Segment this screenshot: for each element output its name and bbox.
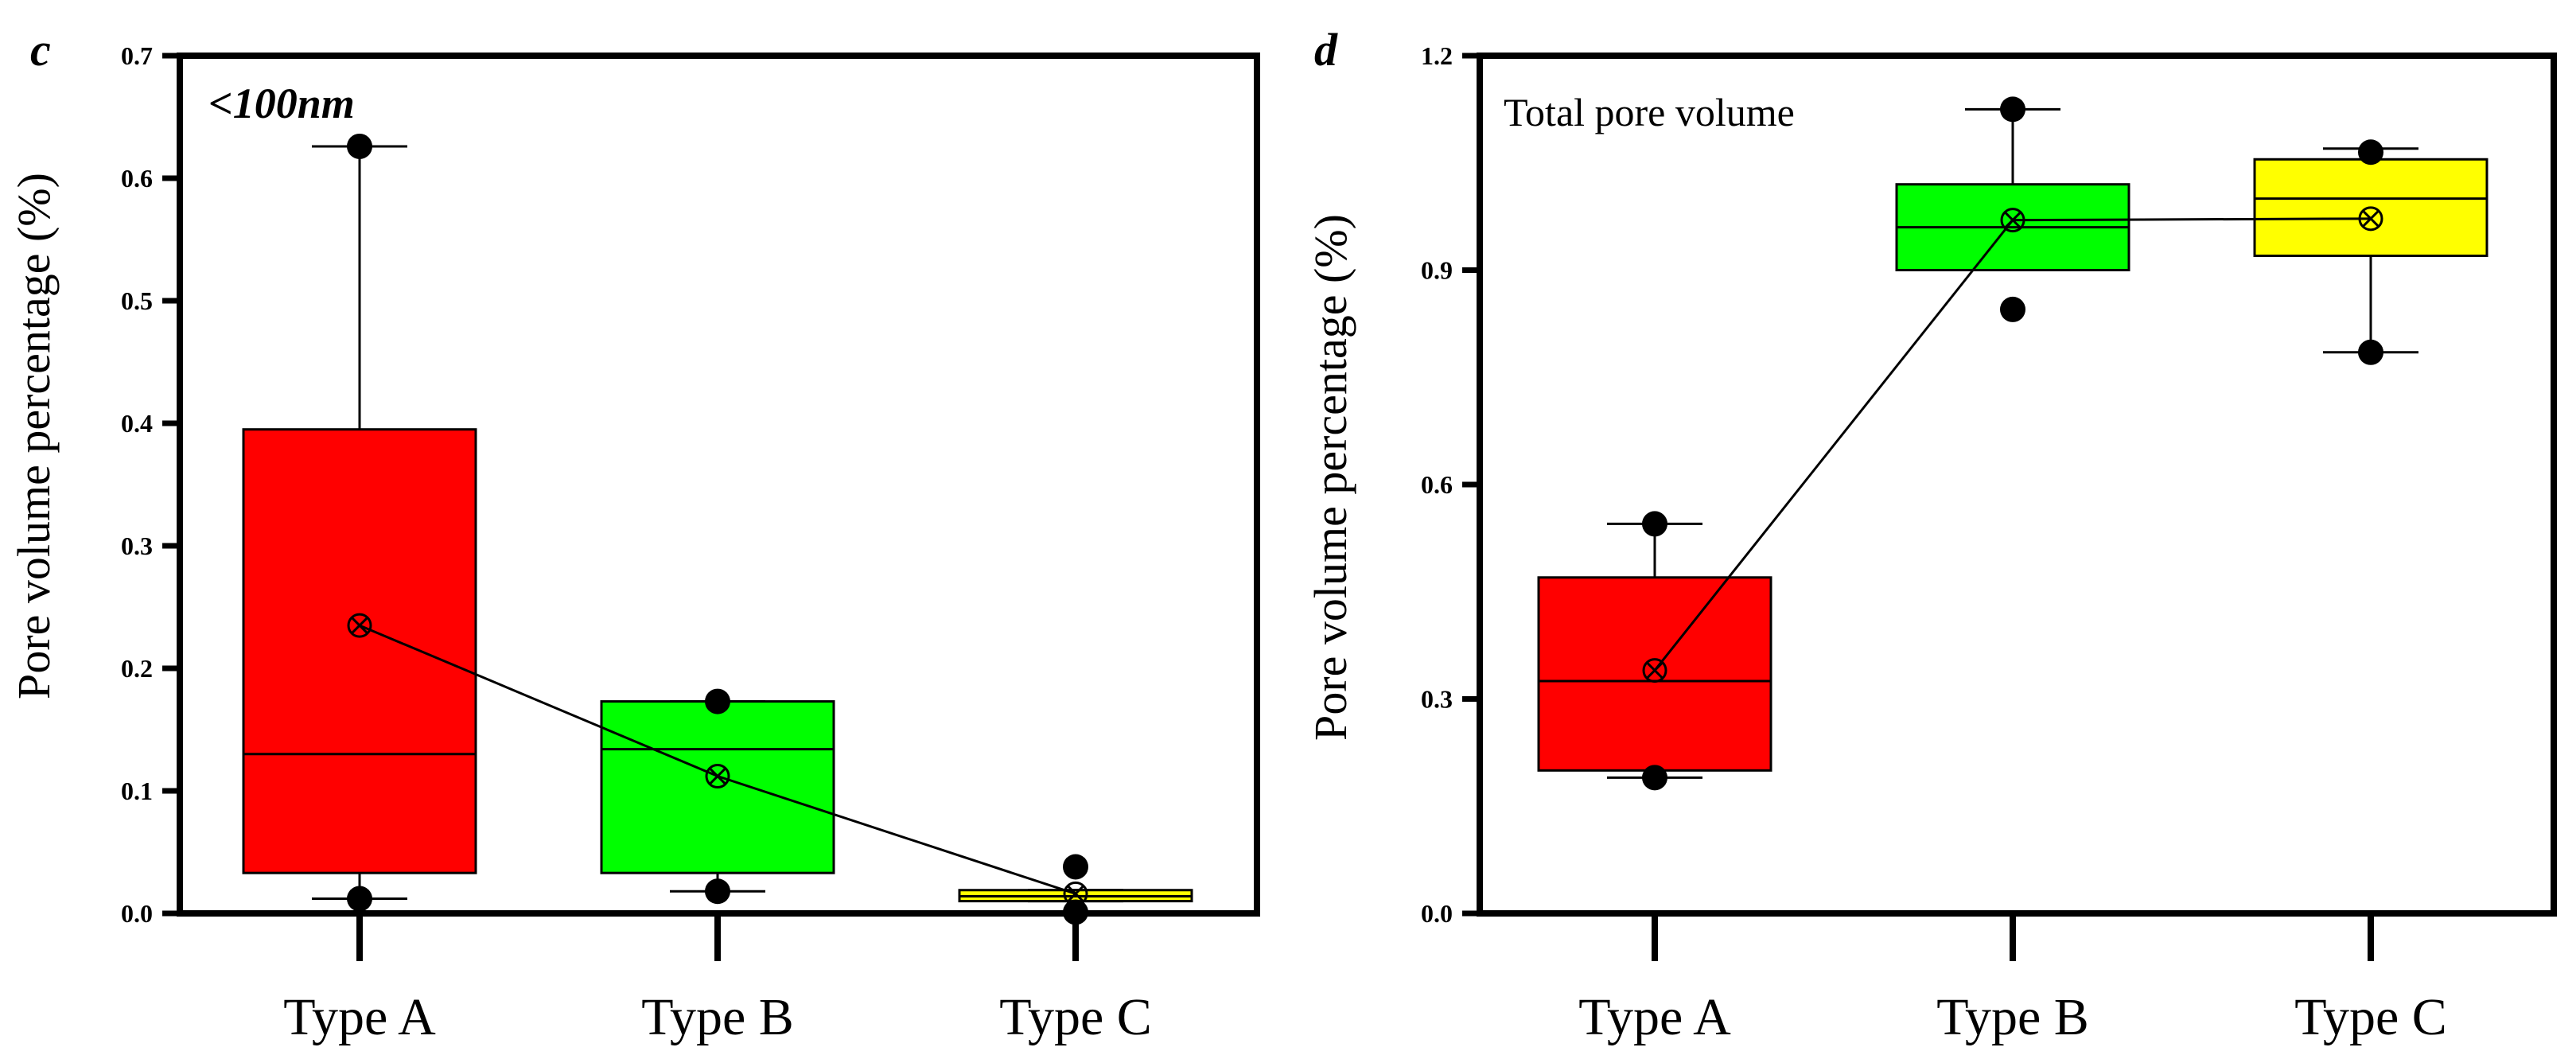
y-tick-label: 0.3: [121, 531, 153, 560]
box-type-b: [600, 688, 835, 905]
mean-marker-ring: [2000, 208, 2025, 233]
x-tick-label: Type B: [641, 988, 794, 1046]
box-type-b: [1895, 96, 2130, 322]
outlier-point: [2000, 296, 2025, 322]
plot-title: Total pore volume: [1504, 90, 1795, 134]
mean-marker-cross: [1645, 661, 1664, 679]
y-axis-label: Pore volume percentage (%): [8, 173, 60, 699]
y-tick-label: 0.7: [121, 41, 153, 70]
outlier-point: [705, 878, 730, 905]
box-type-c: [958, 854, 1193, 925]
panel-label: c: [30, 24, 51, 76]
outlier-point: [347, 133, 372, 159]
mean-marker: [1063, 881, 1088, 906]
mean-marker-cross: [708, 767, 727, 785]
outlier-point: [1063, 899, 1088, 925]
outlier-point: [347, 886, 372, 912]
y-tick-label: 0.2: [121, 654, 153, 683]
panel-d: [1462, 53, 2557, 961]
y-tick-label: 0.3: [1421, 685, 1453, 714]
mean-marker-ring: [1063, 881, 1088, 906]
mean-marker-cross: [2361, 209, 2380, 228]
box-body: [1537, 576, 1772, 772]
x-tick-label: Type A: [1578, 988, 1731, 1046]
outlier-point: [2358, 139, 2383, 165]
mean-marker-cross: [2003, 211, 2022, 229]
y-tick-label: 0.0: [121, 899, 153, 928]
mean-marker-cross: [350, 617, 369, 635]
mean-marker: [705, 764, 730, 789]
mean-marker: [347, 613, 372, 638]
box-type-c: [2253, 139, 2488, 365]
x-tick-label: Type A: [283, 988, 436, 1046]
box-body: [242, 428, 477, 874]
y-tick-label: 0.1: [121, 777, 153, 805]
outlier-point: [2358, 339, 2383, 365]
plot-title: <100nm: [208, 80, 355, 127]
y-tick-label: 0.5: [121, 286, 153, 315]
y-axis-label: Pore volume percentage (%): [1305, 214, 1356, 741]
panel-label: d: [1314, 24, 1338, 76]
y-tick-label: 0.4: [121, 409, 153, 438]
y-tick-label: 1.2: [1421, 41, 1453, 70]
y-tick-label: 0.0: [1421, 899, 1453, 928]
outlier-point: [2000, 96, 2025, 123]
box-type-a: [242, 133, 477, 912]
mean-marker-ring: [1642, 658, 1667, 683]
box-type-a: [1537, 511, 1772, 791]
x-tick-label: Type C: [999, 988, 1152, 1046]
mean-marker-ring: [2358, 206, 2383, 232]
outlier-point: [1642, 765, 1667, 791]
x-tick-label: Type C: [2294, 988, 2447, 1046]
y-tick-label: 0.6: [1421, 470, 1453, 499]
mean-marker: [1642, 658, 1667, 683]
panel-c: [162, 53, 1260, 961]
outlier-point: [1642, 511, 1667, 537]
mean-marker: [2000, 208, 2025, 233]
mean-marker-ring: [705, 764, 730, 789]
y-tick-label: 0.6: [121, 164, 153, 193]
outlier-point: [1063, 854, 1088, 880]
outlier-point: [705, 688, 730, 714]
mean-marker-ring: [347, 613, 372, 638]
mean-marker-cross: [1066, 885, 1085, 903]
x-tick-label: Type B: [1936, 988, 2089, 1046]
y-tick-label: 0.9: [1421, 256, 1453, 285]
mean-marker: [2358, 206, 2383, 232]
